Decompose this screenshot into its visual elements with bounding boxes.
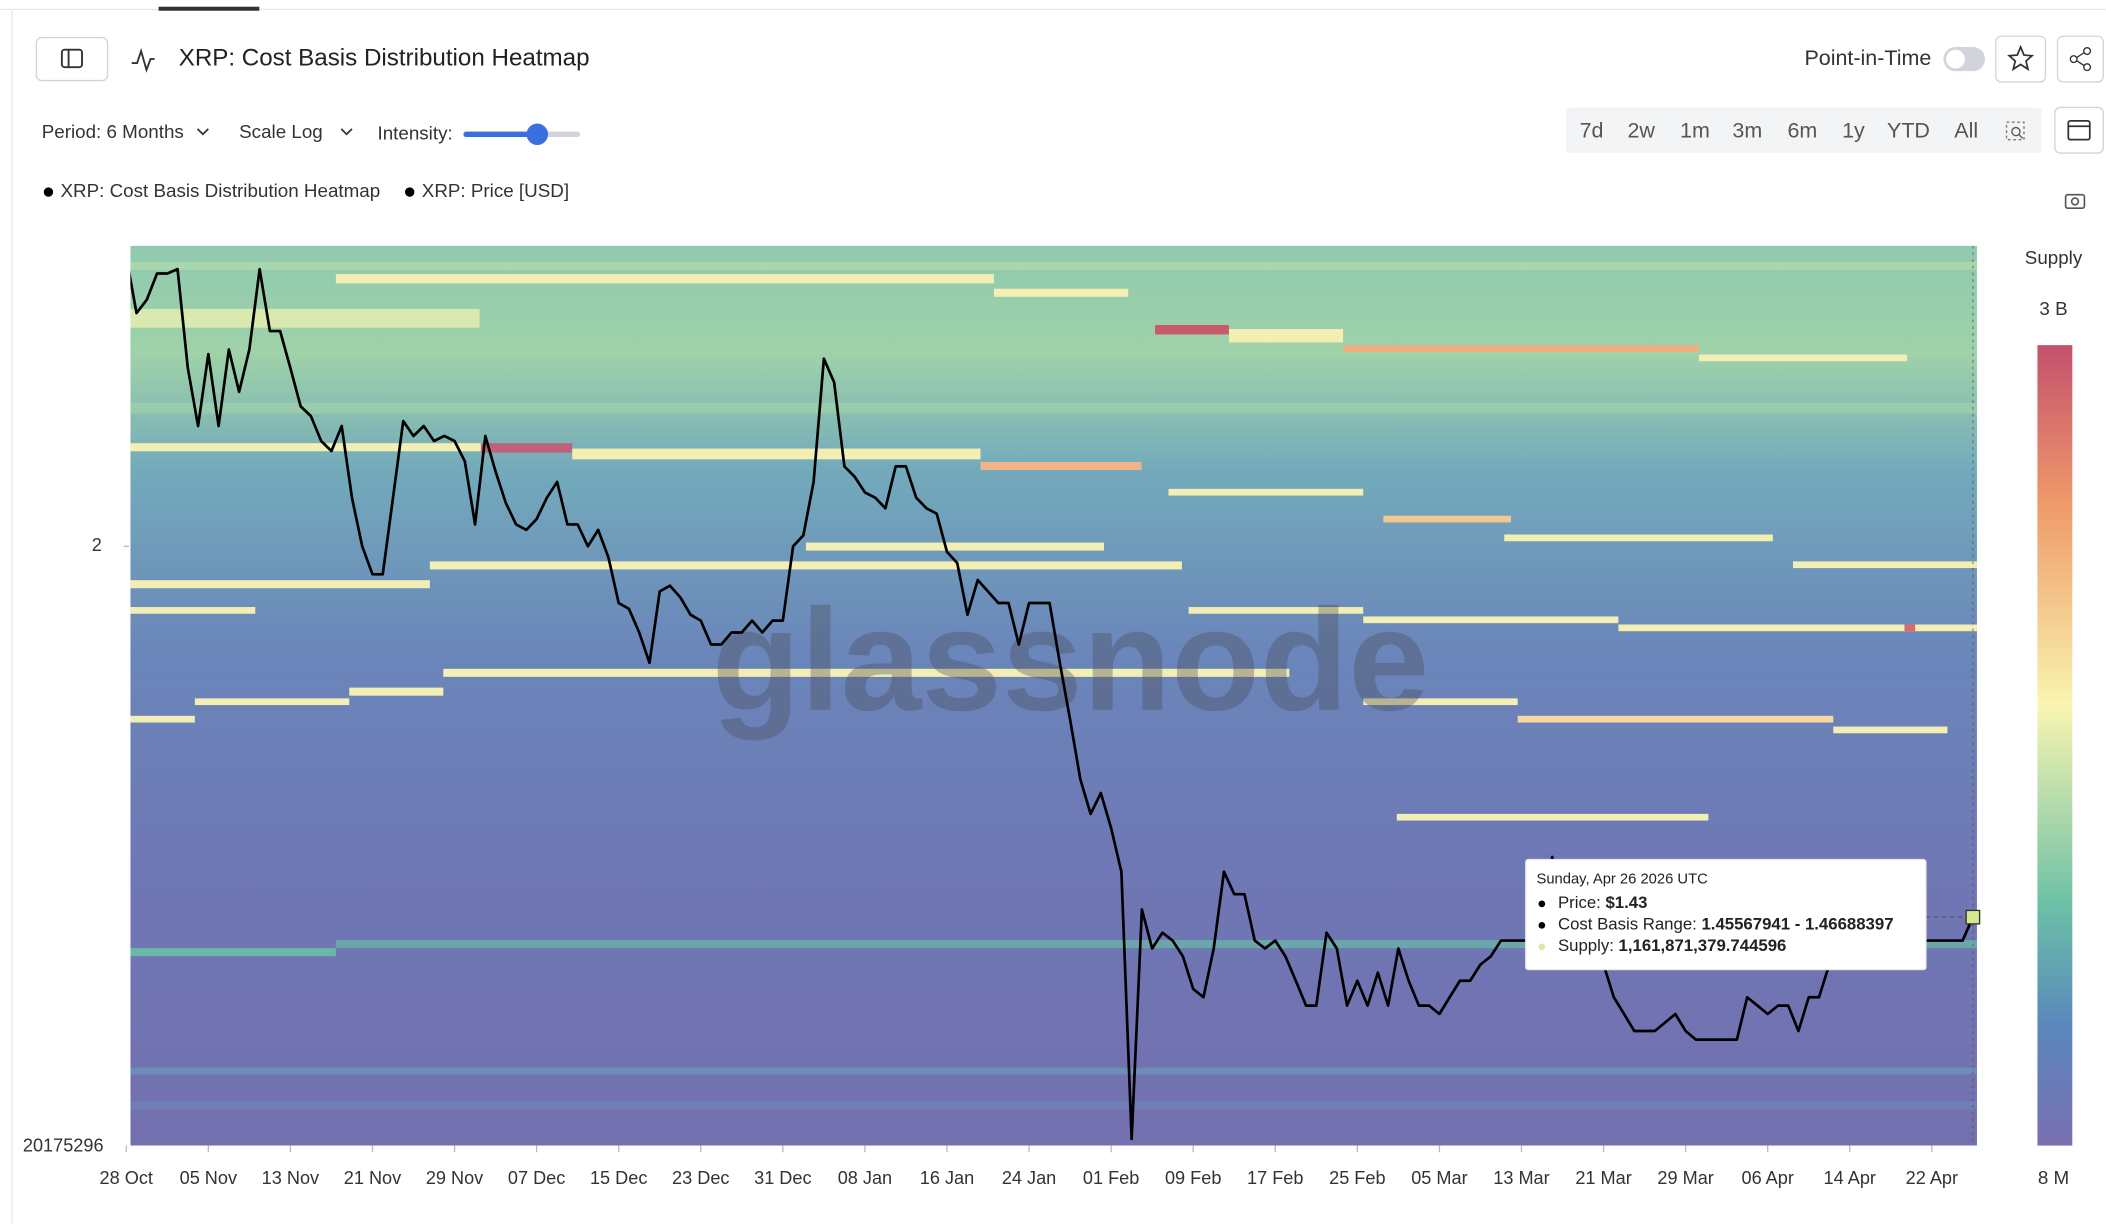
tooltip: Sunday, Apr 26 2026 UTC Price: $1.43 Cos… (1525, 858, 1927, 971)
active-tab (158, 6, 260, 11)
watermark: glassnode (712, 579, 1429, 741)
price-line (130, 267, 1975, 1141)
zoom-button[interactable] (2005, 121, 2025, 141)
period-label: Period: 6 Months (42, 121, 184, 142)
range-button[interactable]: 3m (1732, 118, 1762, 142)
range-button[interactable]: YTD (1887, 118, 1930, 142)
tooltip-label: Supply: (1558, 936, 1619, 955)
x-tick-label: 01 Feb (1083, 1168, 1139, 1188)
x-tick-label: 29 Nov (426, 1168, 483, 1188)
x-tick-label: 07 Dec (508, 1168, 565, 1188)
calendar-button[interactable] (2054, 106, 2104, 154)
tooltip-row: Cost Basis Range: 1.45567941 - 1.4668839… (1558, 915, 1894, 934)
legend-dot (405, 187, 415, 197)
x-tick-label: 13 Nov (262, 1168, 319, 1188)
range-button[interactable]: 6m (1787, 118, 1817, 142)
scale-dropdown[interactable]: Scale Log (239, 121, 353, 142)
sidebar-toggle[interactable] (35, 36, 109, 82)
tooltip-date: Sunday, Apr 26 2026 UTC (1536, 872, 1708, 888)
tooltip-label: Cost Basis Range: (1558, 915, 1702, 934)
point-in-time-label: Point-in-Time (1804, 46, 1931, 70)
x-tick-label: 23 Dec (672, 1168, 729, 1188)
tooltip-label: Price: (1558, 893, 1606, 912)
x-tick-label: 08 Jan (838, 1168, 892, 1188)
heatmap: glassnode (130, 245, 1977, 1146)
x-tick-label: 17 Feb (1247, 1168, 1303, 1188)
x-tick-label: 28 Oct (100, 1168, 153, 1188)
x-tick-label: 15 Dec (590, 1168, 647, 1188)
range-button[interactable]: 2w (1628, 118, 1656, 142)
tooltip-row: Price: $1.43 (1558, 893, 1647, 912)
colorbar-title: Supply (2025, 247, 2083, 268)
tooltip-row: Supply: 1,161,871,379.744596 (1558, 936, 1786, 955)
tooltip-value: 1,161,871,379.744596 (1619, 936, 1787, 955)
y-tick-label: 2 (92, 535, 102, 555)
chart-icon (131, 47, 155, 73)
x-tick-label: 05 Nov (180, 1168, 237, 1188)
share-button[interactable] (2056, 35, 2104, 83)
x-tick-label: 09 Feb (1165, 1168, 1221, 1188)
range-group (1566, 107, 2042, 154)
colorbar-max: 3 B (2039, 298, 2067, 319)
legend-dot (43, 187, 54, 197)
range-button[interactable]: 1y (1842, 118, 1865, 142)
hover-marker (1965, 909, 1981, 925)
x-tick-label: 14 Apr (1824, 1168, 1876, 1188)
favorite-button[interactable] (1995, 35, 2047, 83)
tooltip-value: $1.43 (1605, 893, 1647, 912)
x-tick-label: 29 Mar (1657, 1168, 1713, 1188)
range-button[interactable]: 7d (1580, 118, 1604, 142)
x-tick-label: 25 Feb (1329, 1168, 1385, 1188)
x-tick-label: 24 Jan (1002, 1168, 1056, 1188)
period-dropdown[interactable]: Period: 6 Months (42, 121, 209, 142)
colorbar (2037, 345, 2073, 1146)
legend-entry[interactable]: XRP: Cost Basis Distribution Heatmap (61, 180, 381, 201)
intensity-slider[interactable] (463, 123, 581, 146)
x-tick-label: 13 Mar (1493, 1168, 1549, 1188)
title: XRP: Cost Basis Distribution Heatmap (179, 44, 590, 71)
x-tick-label: 16 Jan (920, 1168, 974, 1188)
tooltip-value: 1.45567941 - 1.46688397 (1701, 915, 1893, 934)
intensity-label: Intensity: (377, 122, 452, 143)
x-tick-label: 31 Dec (754, 1168, 811, 1188)
point-in-time-toggle[interactable] (1943, 47, 1986, 72)
x-tick-label: 21 Nov (344, 1168, 401, 1188)
scale-label: Scale Log (239, 121, 323, 142)
x-tick-label: 05 Mar (1411, 1168, 1467, 1188)
legend-entry[interactable]: XRP: Price [USD] (422, 180, 569, 201)
y-bottom-label: 20175296 (23, 1136, 104, 1156)
x-tick-label: 21 Mar (1575, 1168, 1631, 1188)
x-tick-label: 06 Apr (1741, 1168, 1793, 1188)
x-tick-label: 22 Apr (1906, 1168, 1958, 1188)
range-button[interactable]: All (1954, 118, 1978, 142)
range-button[interactable]: 1m (1680, 118, 1710, 142)
screenshot-button[interactable] (2064, 193, 2086, 209)
colorbar-min: 8 M (2038, 1167, 2069, 1188)
